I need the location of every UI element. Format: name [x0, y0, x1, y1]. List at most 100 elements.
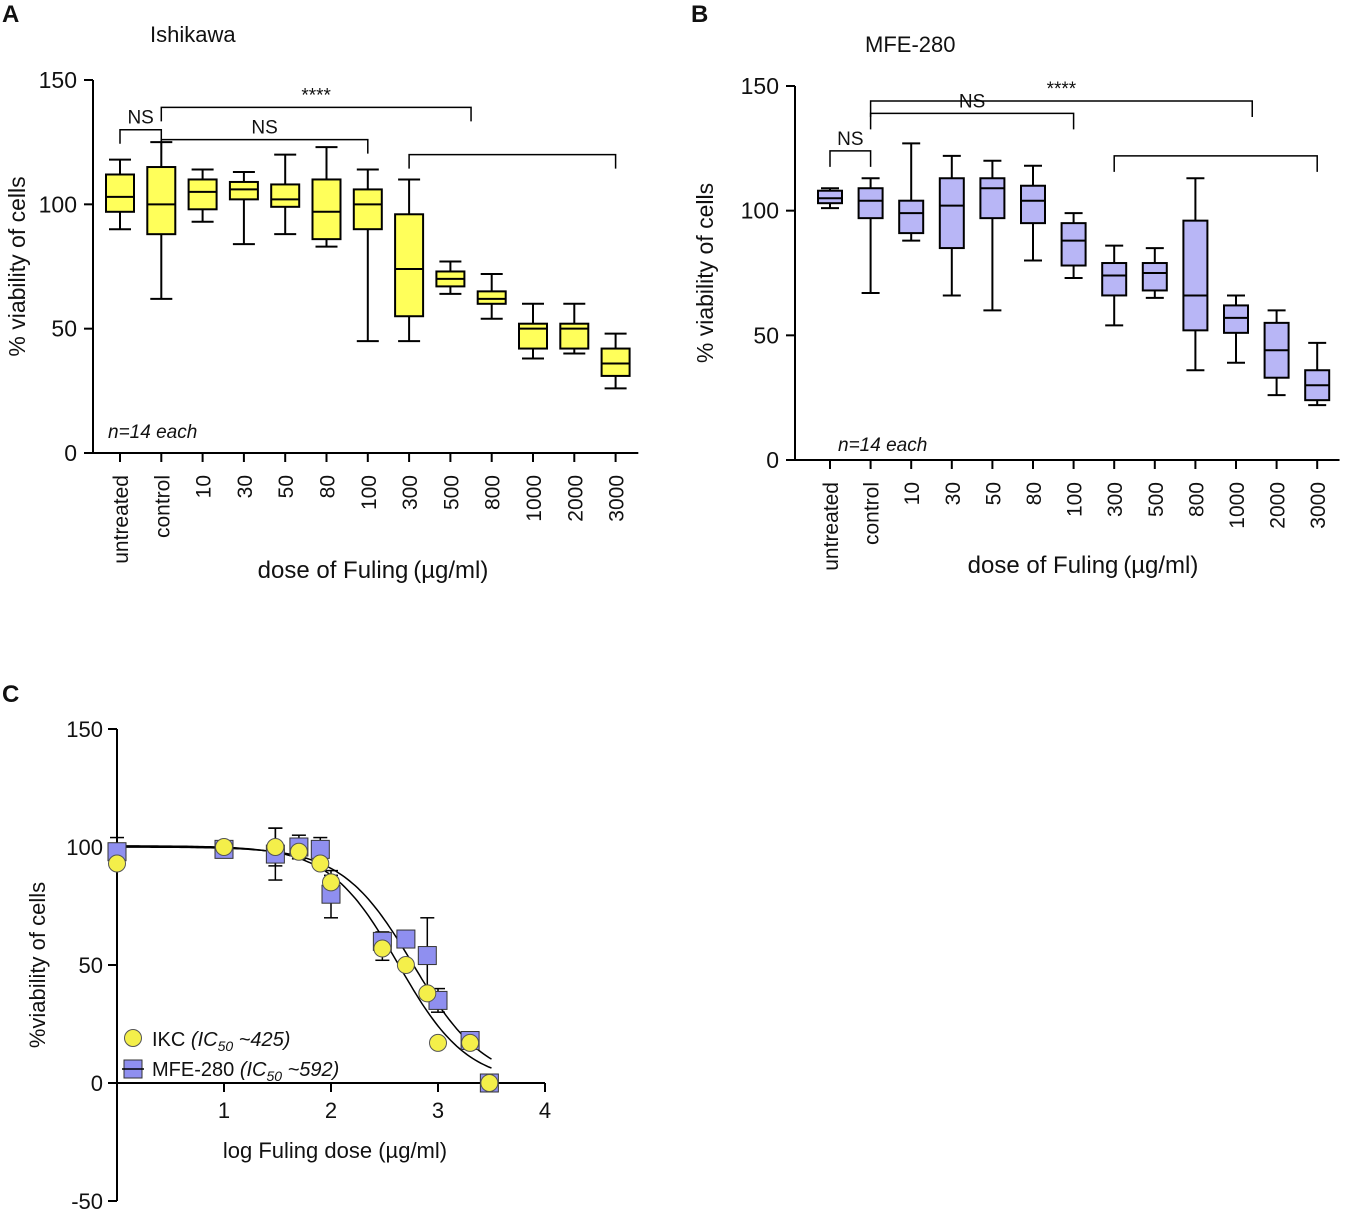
y-tick-label: 50 — [51, 316, 77, 342]
significance-bracket — [408, 153, 617, 169]
chart-title: MFE-280 — [865, 32, 955, 57]
y-tick-label: -50 — [71, 1189, 103, 1209]
box-iqr — [1141, 262, 1168, 292]
box-iqr — [270, 183, 301, 208]
y-tick-label: 150 — [39, 67, 77, 93]
x-tick-label: 1000 — [1226, 482, 1249, 529]
significance-bracket — [119, 128, 163, 144]
legend-ic50-value: ~425) — [233, 1029, 290, 1051]
x-tick-label: 800 — [1185, 482, 1208, 517]
panel-letter-b: B — [691, 1, 708, 28]
box-iqr — [817, 189, 843, 205]
box-iqr — [146, 166, 177, 236]
x-axis-title: log Fuling dose (µg/ml) — [223, 1138, 447, 1163]
box-iqr — [559, 322, 590, 350]
x-tick-label: 50 — [275, 475, 298, 498]
x-tick-label: 30 — [234, 475, 257, 498]
data-point-ikc — [461, 1033, 480, 1052]
box-iqr — [938, 177, 965, 250]
significance-bracket — [1113, 155, 1318, 172]
data-point-ikc — [108, 854, 126, 873]
x-tick-label: 500 — [440, 475, 463, 510]
box-iqr — [1223, 304, 1249, 334]
x-tick-label: 3 — [432, 1098, 444, 1123]
y-tick-label: 150 — [741, 73, 779, 99]
data-point-ikc — [429, 1033, 447, 1052]
y-axis-title: % viability of cells — [4, 176, 30, 356]
x-tick-label: control — [861, 482, 884, 545]
y-tick-label: 50 — [753, 322, 779, 348]
significance-bracket — [160, 106, 472, 122]
x-tick-label: 80 — [317, 475, 340, 498]
chart-a-ishikawa: Ishikawa 0 50 100 150 % viability of cells unt… — [4, 22, 639, 584]
legend-ic50-value: ~592) — [282, 1059, 339, 1081]
y-tick-label: 150 — [66, 717, 103, 742]
x-tick-label: 100 — [1064, 482, 1087, 517]
sample-size-note: n=14 each — [838, 435, 927, 456]
box-iqr — [979, 177, 1006, 220]
significance-bracket — [829, 150, 872, 167]
x-tick-label: 10 — [901, 482, 924, 505]
data-point-ikc — [396, 956, 415, 974]
box-iqr — [1101, 262, 1128, 297]
x-tick-label: 3000 — [606, 475, 629, 522]
data-point-ikc — [418, 984, 437, 1003]
fit-curve-ikc — [117, 845, 492, 1069]
x-tick-label: untreated — [110, 475, 133, 564]
panel-letter-c: C — [2, 681, 19, 708]
y-tick-label: 100 — [39, 191, 77, 217]
x-axis-title: dose of Fuling (µg/ml) — [968, 552, 1199, 579]
y-tick-label: 100 — [741, 198, 779, 224]
y-tick-label: 0 — [766, 447, 779, 473]
significance-label: **** — [1047, 79, 1077, 100]
y-tick-label: 50 — [79, 953, 103, 978]
legend-series-name: IKC — [152, 1029, 185, 1051]
y-tick-label: 0 — [64, 440, 77, 466]
legend-ic50-label: (IC — [191, 1029, 218, 1051]
legend-label-mfe280: MFE-280 (IC50 ~592) — [152, 1059, 339, 1084]
x-tick-label: 300 — [399, 475, 422, 510]
significance-bracket — [160, 138, 369, 154]
x-tick-label: 10 — [193, 475, 216, 498]
significance-label: NS — [837, 129, 863, 150]
x-tick-label: 30 — [942, 482, 965, 505]
chart-title: Ishikawa — [150, 22, 236, 47]
x-tick-label: 2000 — [1267, 482, 1290, 529]
x-tick-label: 4 — [539, 1098, 551, 1123]
legend-series-name: MFE-280 — [152, 1059, 234, 1081]
x-tick-label: 1 — [218, 1098, 230, 1123]
box-iqr — [1060, 222, 1087, 267]
x-tick-label: 80 — [1023, 482, 1046, 505]
chart-b-mfe280: MFE-280 0 50 100 150 % viability of cells untr… — [692, 32, 1340, 579]
box-iqr — [857, 187, 884, 220]
significance-bracket — [869, 100, 1253, 117]
box-iqr — [105, 173, 135, 213]
box-iqr — [476, 290, 507, 305]
data-point-ikc — [480, 1074, 499, 1092]
x-tick-label: 50 — [982, 482, 1005, 505]
sample-size-note: n=14 each — [108, 422, 197, 443]
box-iqr — [1182, 219, 1209, 332]
box-iqr — [311, 178, 342, 241]
y-axis-title: %viability of cells — [25, 882, 50, 1048]
data-point-mfe280 — [417, 946, 437, 966]
x-tick-label: 2 — [325, 1098, 337, 1123]
chart-c-dose-response: -50 0 50 100 150 1 2 3 4 %viability of cells log F… — [25, 717, 551, 1209]
x-tick-label: 300 — [1104, 482, 1127, 517]
panel-letter-a: A — [2, 1, 19, 28]
x-tick-label: untreated — [820, 482, 843, 571]
x-tick-label: control — [151, 475, 174, 538]
significance-label: NS — [959, 91, 985, 112]
x-tick-label: 100 — [358, 475, 381, 510]
legend-ic50-subscript: 50 — [218, 1038, 234, 1054]
legend-label-ikc: IKC (IC50 ~425) — [152, 1029, 290, 1054]
box-iqr — [187, 178, 218, 211]
significance-bracket — [869, 112, 1075, 130]
x-tick-label: 3000 — [1307, 482, 1330, 529]
x-tick-label: 2000 — [564, 475, 587, 522]
y-tick-label: 0 — [91, 1071, 103, 1096]
data-point-ikc — [266, 838, 285, 856]
box-iqr — [1020, 184, 1046, 225]
x-tick-label: 500 — [1145, 482, 1168, 517]
